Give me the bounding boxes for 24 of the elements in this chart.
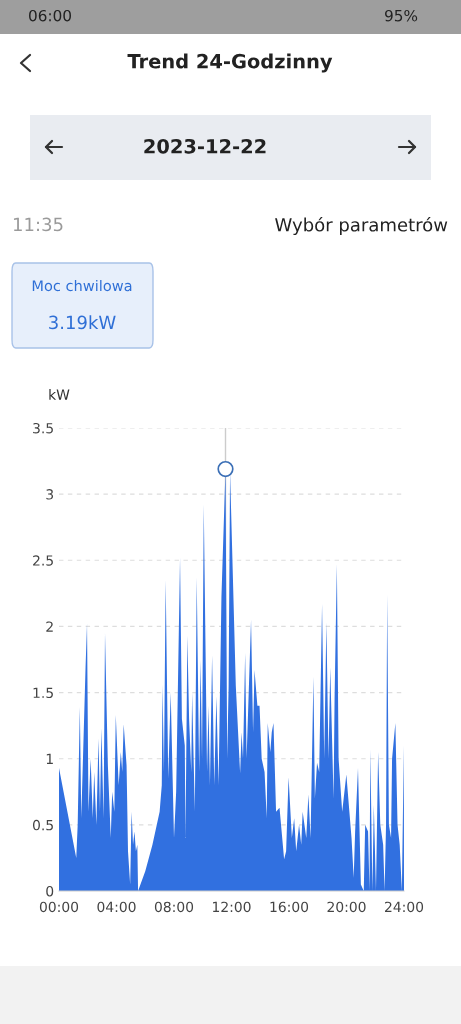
- text: Moc chwilowa: [32, 279, 132, 292]
- y-tick-label: 2: [46, 621, 53, 632]
- text: 11:35: [13, 217, 63, 232]
- x-tick-label: 24:00: [385, 901, 424, 913]
- y-tick-label: 1.5: [33, 687, 53, 699]
- text: 06:00: [29, 9, 72, 22]
- y-tick-label: 3: [46, 489, 54, 500]
- x-tick-label: 12:00: [213, 901, 251, 913]
- y-tick-label: 0.5: [32, 819, 53, 831]
- x-tick-label: 04:00: [97, 901, 136, 913]
- y-tick-label: 2.5: [33, 555, 53, 566]
- x-tick-label: 20:00: [327, 901, 366, 913]
- x-tick-label: 16:00: [270, 901, 309, 913]
- x-tick-label: 00:00: [39, 901, 79, 913]
- chart-title: Trend 24-Godzinny: [127, 53, 333, 73]
- y-axis-title: kW: [49, 389, 70, 400]
- y-tick-label: 0: [46, 885, 54, 897]
- y-tick-label: 1: [46, 753, 53, 764]
- y-tick-label: 3.5: [33, 422, 53, 434]
- chart-subtitle: 2023-12-22: [144, 138, 266, 154]
- text: Wybór parametrów: [275, 216, 448, 236]
- text: 95%: [385, 9, 418, 22]
- x-tick-label: 08:00: [154, 901, 194, 913]
- text: 3.19kW: [49, 315, 116, 330]
